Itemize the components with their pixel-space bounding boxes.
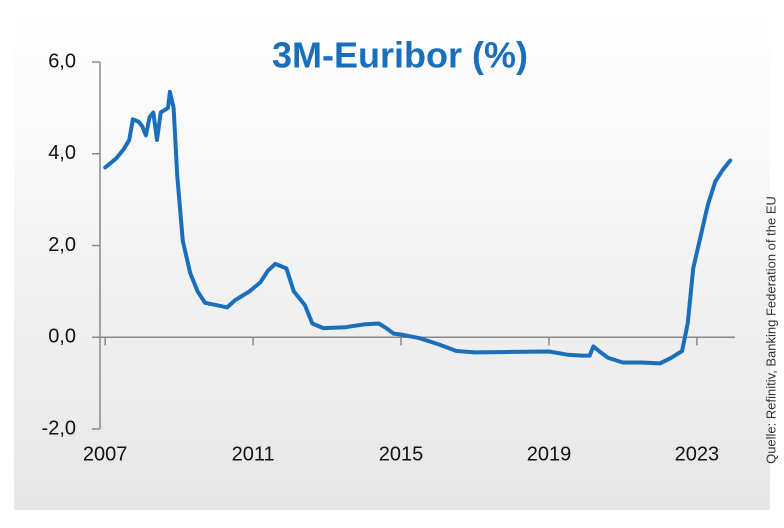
y-tick-label: 4,0	[48, 142, 76, 164]
chart-title: 3M-Euribor (%)	[272, 35, 528, 76]
x-tick-label: 2007	[83, 443, 128, 465]
x-tick-label: 2015	[379, 443, 424, 465]
source-note: Quelle: Refinitiv, Banking Federation of…	[763, 196, 778, 464]
data-line	[103, 89, 733, 366]
x-tick-label: 2023	[675, 443, 720, 465]
y-tick-label: 2,0	[48, 234, 76, 256]
y-tick-label: 6,0	[48, 50, 76, 72]
x-tick-label: 2011	[232, 443, 275, 465]
y-tick-label: -2,0	[42, 417, 76, 439]
background	[14, 14, 770, 510]
x-tick-label: 2019	[527, 443, 572, 465]
y-tick-label: 0,0	[48, 326, 76, 348]
